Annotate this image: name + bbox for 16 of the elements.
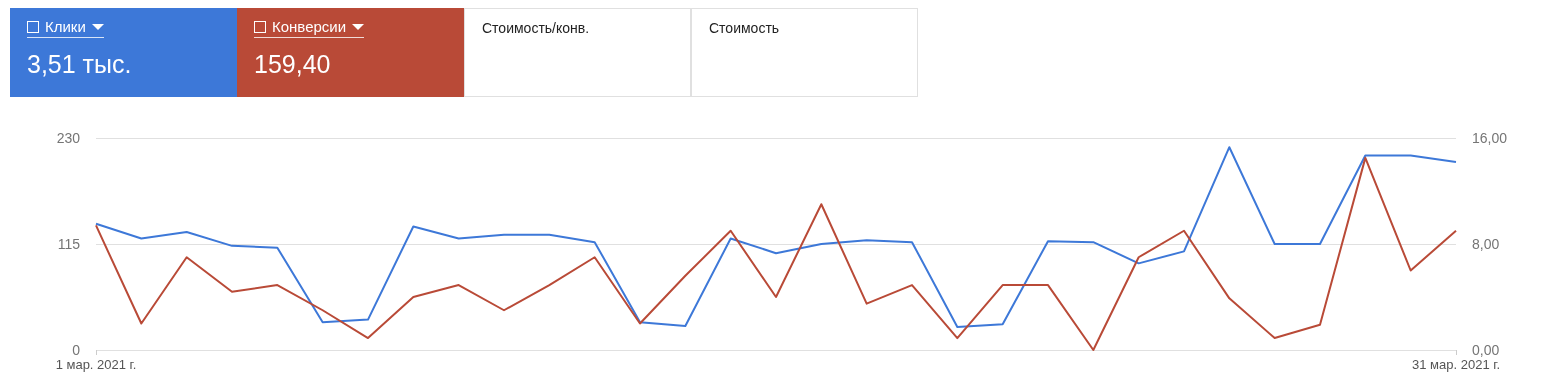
y2-tick-label: 16,00 (1472, 130, 1508, 146)
text: 159,40 (254, 50, 332, 79)
line-series (95, 146, 1457, 328)
line-series (95, 156, 1457, 351)
y-tick-label: 115 (57, 236, 81, 252)
legend-label: Клики (27, 18, 104, 38)
text: 3,51 тыс. (27, 50, 133, 79)
x-tick-label: 1 мар. 2021 г. (55, 357, 137, 372)
x-tick-label: 31 мар. 2021 г. (1412, 357, 1500, 372)
y-tick-label: 230 (56, 130, 81, 146)
text: Стоимость (709, 20, 780, 38)
y2-tick-label: 8,00 (1472, 236, 1500, 252)
legend-label: Конверсии (254, 18, 365, 38)
y-tick-label: 0 (72, 342, 81, 358)
y2-tick-label: 0,00 (1472, 342, 1500, 358)
text: Стоимость/конв. (482, 20, 590, 38)
